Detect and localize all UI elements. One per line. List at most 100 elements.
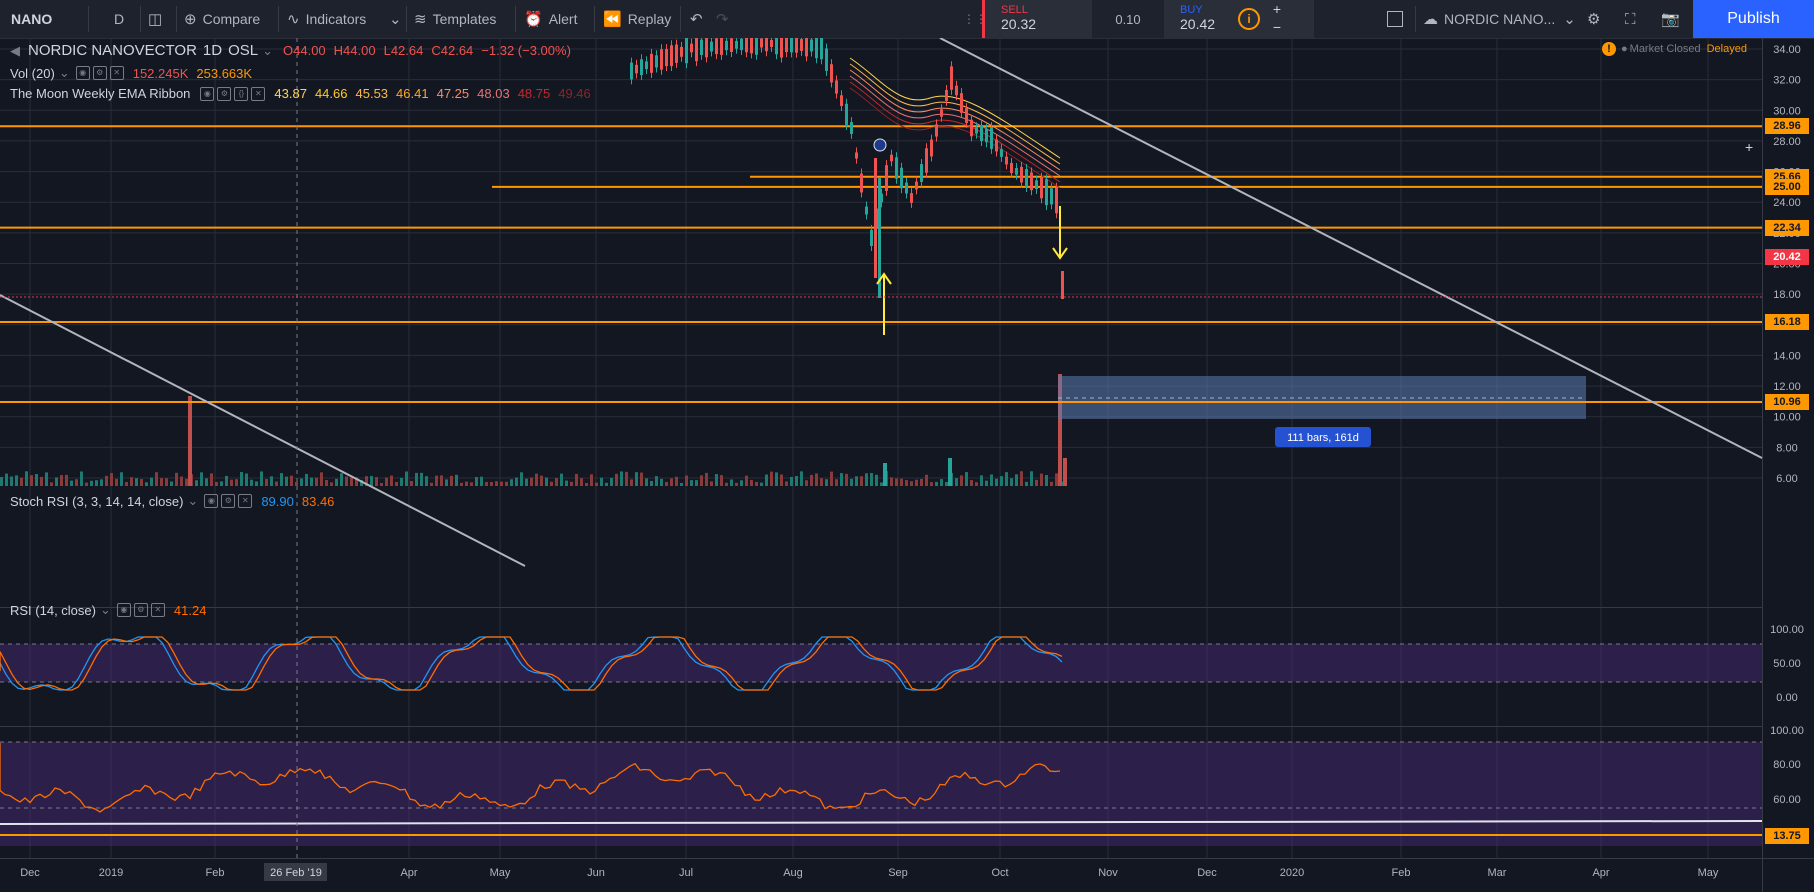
- volume-bar: [315, 477, 318, 486]
- volume-bar: [555, 477, 558, 486]
- volume-bar: [590, 474, 593, 486]
- collapse-icon[interactable]: ◀: [10, 42, 20, 58]
- volume-bar: [615, 473, 618, 486]
- volume-bar: [85, 482, 88, 486]
- volume-bar: [720, 475, 723, 486]
- volume-bar: [525, 478, 528, 486]
- time-tick-label: Apr: [400, 867, 417, 879]
- volume-bar: [660, 478, 663, 486]
- layout-toggle-button[interactable]: [1387, 0, 1409, 38]
- eye-icon[interactable]: ◉: [200, 86, 215, 101]
- price-tick-label: 24.00: [1773, 197, 1801, 209]
- volume-bar: [500, 481, 503, 486]
- candle: [865, 206, 868, 215]
- eye-icon[interactable]: ◉: [75, 66, 90, 80]
- candle: [780, 38, 783, 58]
- volume-bar: [25, 471, 28, 486]
- replay-button[interactable]: ⏪ Replay: [603, 0, 671, 38]
- close-icon[interactable]: ✕: [109, 66, 124, 80]
- settings-icon[interactable]: ⚙: [133, 603, 148, 617]
- volume-bar: [515, 477, 518, 486]
- volume-bar: [905, 480, 908, 486]
- volume-bar: [160, 478, 163, 486]
- time-tick-label: May: [490, 867, 511, 879]
- plus-icon[interactable]: +: [1272, 1, 1282, 17]
- volume-bar: [150, 477, 153, 486]
- candle: [960, 93, 963, 113]
- sell-button[interactable]: SELL 20.32: [982, 0, 1092, 38]
- quantity-stepper[interactable]: + −: [1267, 0, 1287, 38]
- compare-button[interactable]: ⊕ Compare: [184, 0, 260, 38]
- undo-icon: ↶: [690, 11, 703, 28]
- settings-icon[interactable]: ⚙: [217, 86, 232, 101]
- candle: [925, 148, 928, 173]
- chevron-down-icon[interactable]: ⌄: [187, 493, 199, 508]
- alert-button[interactable]: ⏰ Alert: [524, 0, 577, 38]
- indicators-button[interactable]: ∿ Indicators: [287, 0, 366, 38]
- eye-icon[interactable]: ◉: [204, 494, 219, 508]
- minus-icon[interactable]: −: [1272, 19, 1282, 35]
- candle: [855, 152, 858, 159]
- chart-type-button[interactable]: ◫: [148, 0, 168, 38]
- volume-bar: [430, 482, 433, 486]
- volume-bar: [410, 480, 413, 486]
- ema-line: [849, 81, 1061, 183]
- rsi-line: [0, 743, 1061, 813]
- watchlist-symbol-dropdown[interactable]: ☁ NORDIC NANO... ⌄: [1423, 0, 1582, 38]
- volume-bar: [140, 479, 143, 486]
- series-interval: 1D: [202, 42, 223, 59]
- candle: [650, 53, 653, 73]
- buy-button[interactable]: BUY 20.42: [1164, 0, 1314, 38]
- symbol-search-button[interactable]: NANO: [11, 0, 52, 38]
- redo-button[interactable]: ↷: [716, 0, 735, 38]
- indicator-templates-dropdown[interactable]: ⌄: [389, 0, 408, 38]
- candle: [675, 44, 678, 63]
- time-tick-label: Dec: [20, 867, 40, 879]
- source-icon[interactable]: {}: [234, 86, 249, 101]
- drag-handle-icon[interactable]: ⋮⋮: [963, 12, 987, 26]
- volume-bar: [1020, 471, 1023, 486]
- sell-label: SELL: [1001, 4, 1028, 16]
- interval-button[interactable]: D: [114, 0, 124, 38]
- volume-bar: [35, 473, 38, 486]
- candle: [895, 157, 898, 179]
- add-level-plus-icon[interactable]: +: [1745, 139, 1754, 155]
- time-tick-label: Nov: [1098, 867, 1118, 879]
- eye-icon[interactable]: ◉: [116, 603, 131, 617]
- time-tick-label: Feb: [1392, 867, 1411, 879]
- warning-icon[interactable]: !: [1602, 42, 1616, 56]
- chart-area[interactable]: 111 bars, 161d 34.0032.0030.0028.0026.00…: [0, 38, 1814, 892]
- settings-icon[interactable]: ⚙: [92, 66, 107, 80]
- candle: [740, 38, 743, 51]
- rsi-value: 41.24: [173, 602, 207, 618]
- volume-ma-value: 253.663K: [196, 65, 253, 81]
- volume-bar: [830, 471, 833, 486]
- volume-bar: [165, 478, 168, 486]
- close-icon[interactable]: ✕: [238, 494, 253, 508]
- volume-bar: [605, 482, 608, 486]
- volume-bar: [675, 476, 678, 486]
- volume-bar: [310, 477, 313, 486]
- fullscreen-button[interactable]: ⛶: [1625, 0, 1642, 38]
- publish-button[interactable]: Publish: [1693, 0, 1814, 38]
- volume-bar: [155, 472, 158, 486]
- settings-button[interactable]: ⚙: [1587, 0, 1606, 38]
- settings-icon[interactable]: ⚙: [221, 494, 236, 508]
- chevron-down-icon[interactable]: ⌄: [58, 65, 70, 80]
- chevron-down-icon[interactable]: ⌄: [262, 42, 274, 58]
- close-icon[interactable]: ✕: [251, 86, 266, 101]
- chart-canvas[interactable]: 111 bars, 161d 34.0032.0030.0028.0026.00…: [0, 38, 1814, 892]
- screenshot-button[interactable]: 📷: [1661, 0, 1686, 38]
- candle: [890, 154, 893, 162]
- volume-bar: [125, 481, 128, 486]
- volume-bar: [175, 472, 178, 486]
- templates-button[interactable]: ≋ Templates: [414, 0, 496, 38]
- volume-bar: [715, 474, 718, 486]
- ema-value: 46.41: [396, 86, 429, 101]
- candle: [785, 38, 788, 53]
- close-icon[interactable]: ✕: [150, 603, 165, 617]
- info-icon[interactable]: i: [1238, 8, 1260, 30]
- ohlc-high: H44.00: [333, 43, 376, 58]
- undo-button[interactable]: ↶: [690, 0, 709, 38]
- chevron-down-icon[interactable]: ⌄: [99, 602, 111, 617]
